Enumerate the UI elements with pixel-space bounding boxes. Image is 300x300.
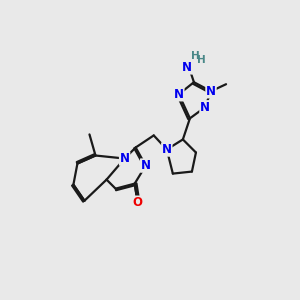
Text: N: N	[206, 85, 216, 98]
Text: N: N	[184, 61, 194, 74]
Text: H: H	[196, 55, 205, 65]
Text: N: N	[141, 159, 151, 172]
Text: N: N	[120, 152, 130, 165]
Text: N: N	[182, 61, 192, 74]
Text: H: H	[190, 51, 199, 61]
Text: N: N	[162, 143, 172, 156]
Text: N: N	[174, 88, 184, 101]
Text: O: O	[133, 196, 143, 209]
Text: N: N	[200, 101, 210, 114]
